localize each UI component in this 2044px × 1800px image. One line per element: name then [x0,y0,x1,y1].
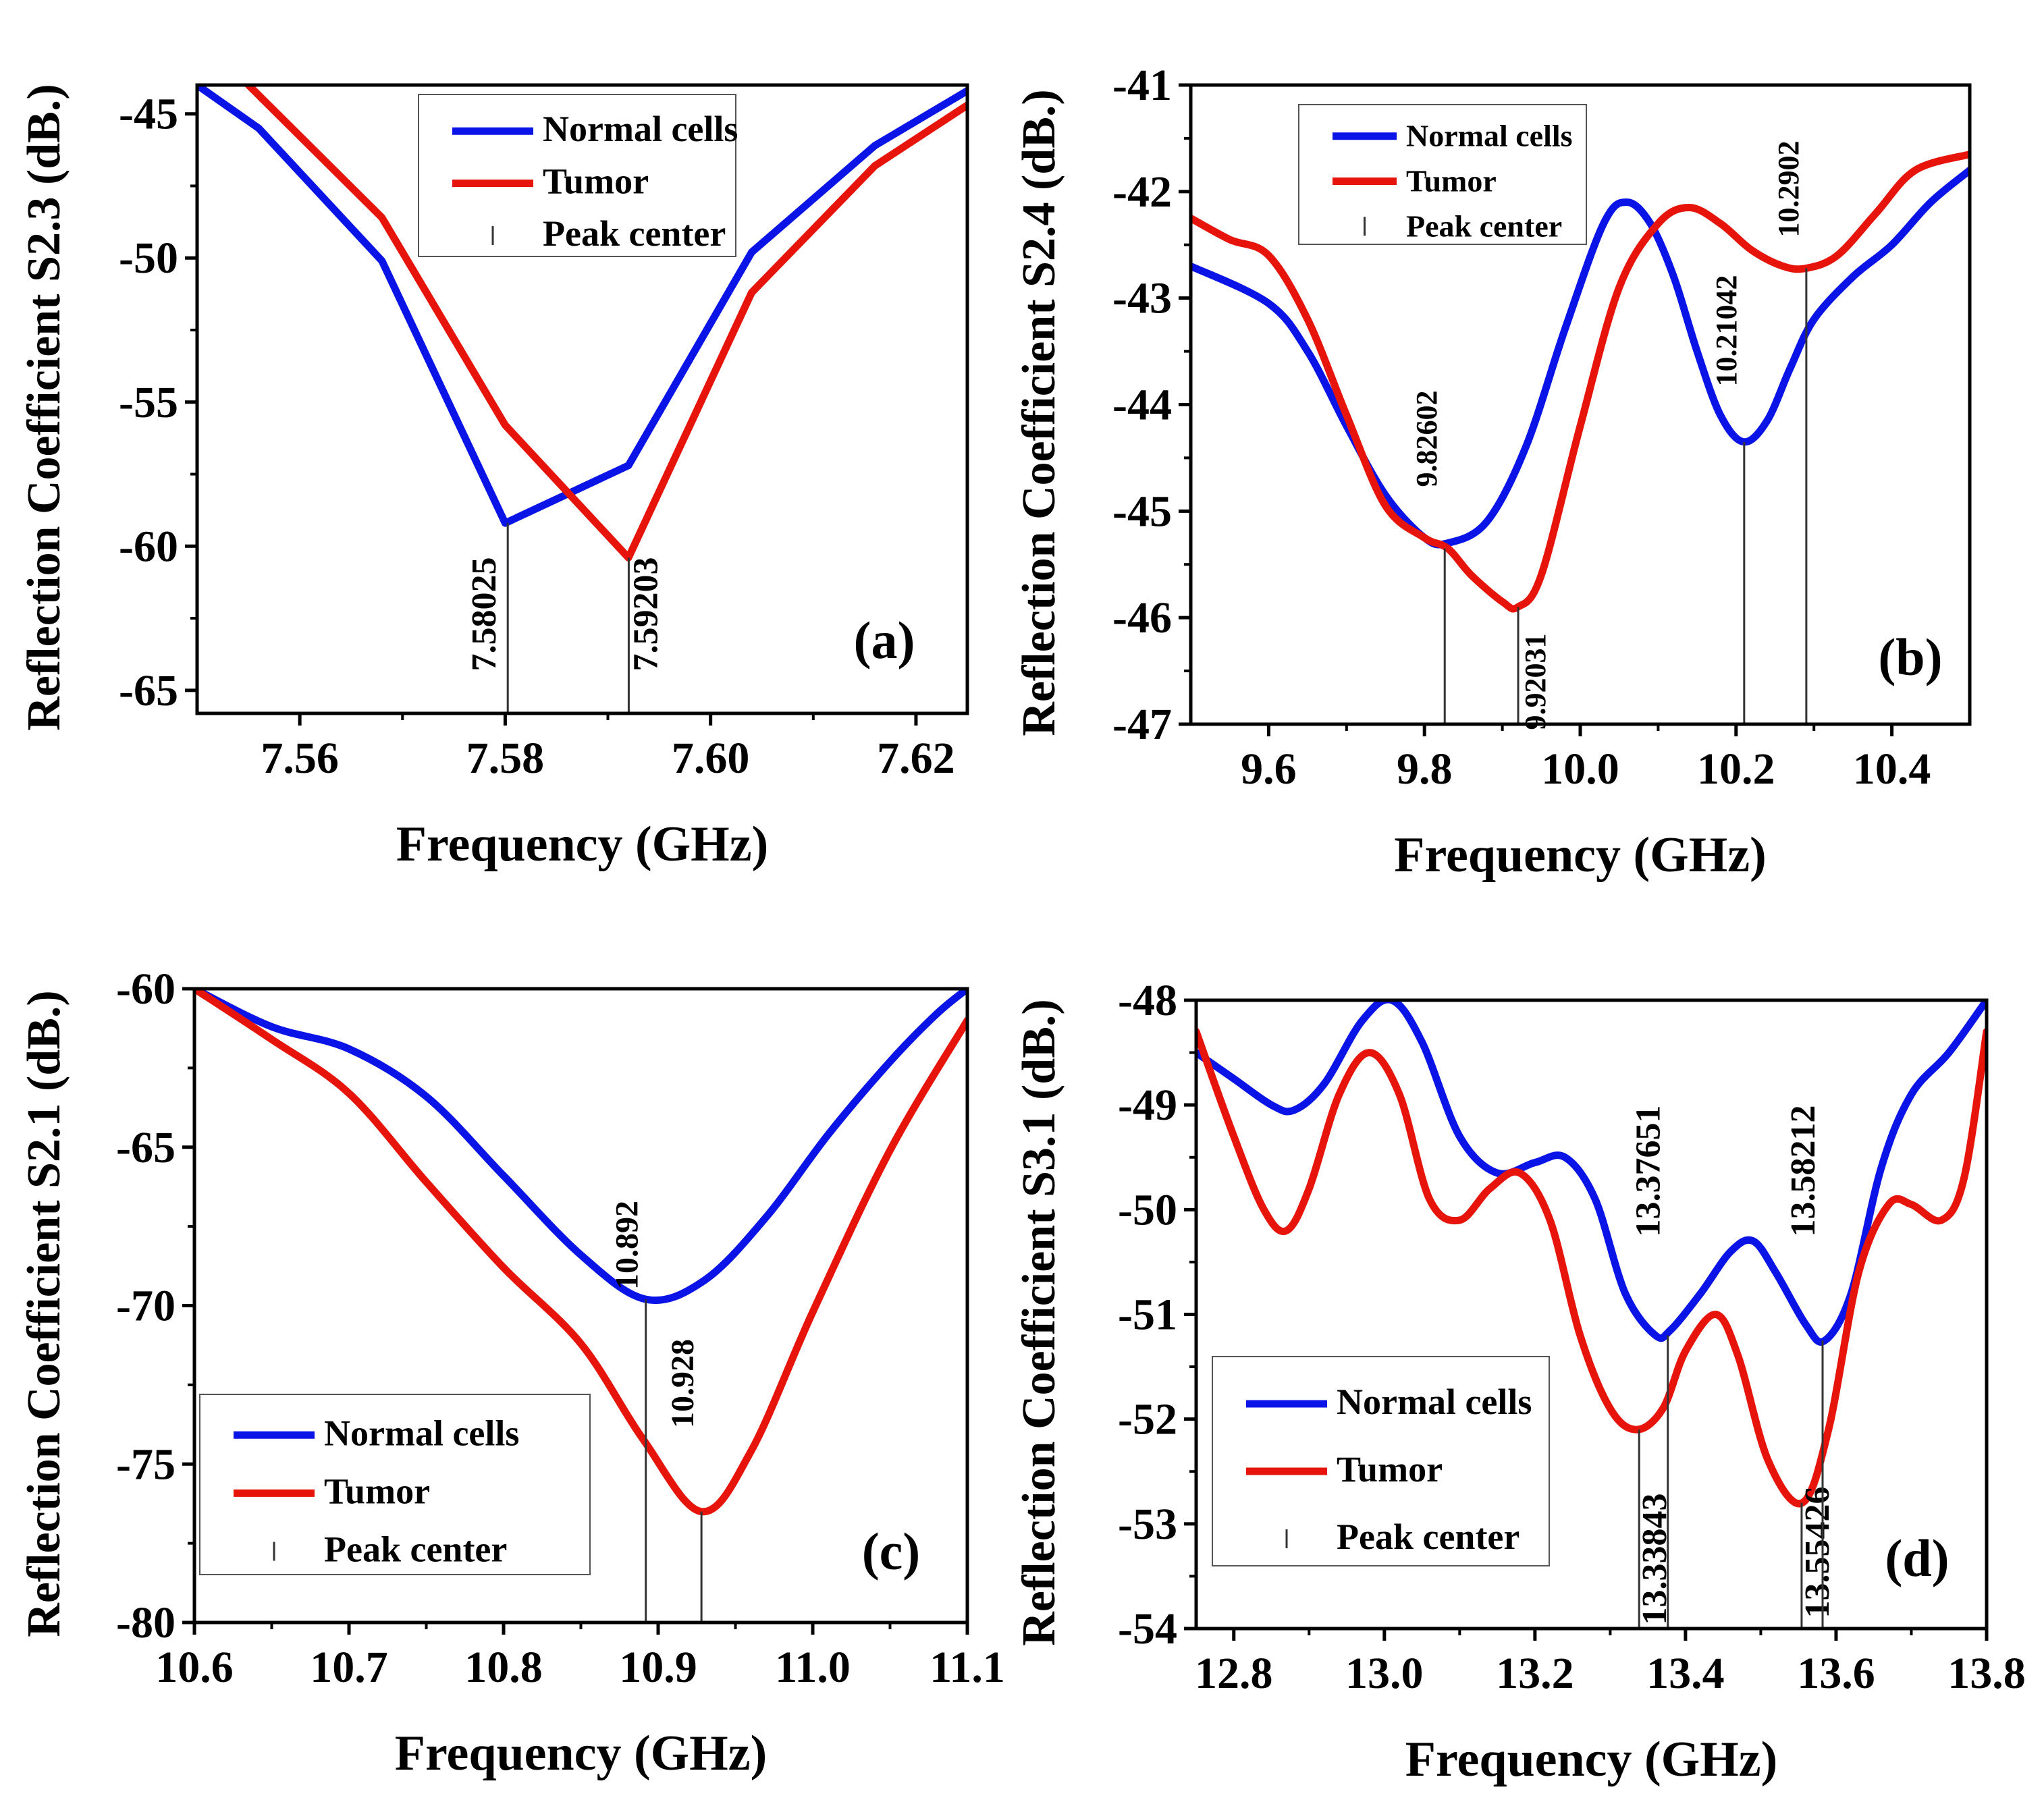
legend-box [1298,104,1587,245]
peak-label: 13.55426 [1798,1487,1837,1618]
x-tick-label: 9.8 [1397,744,1453,794]
x-tick-label: 10.4 [1853,744,1931,794]
legend-entry-label: Normal cells [1337,1382,1532,1422]
x-tick-label: 10.0 [1541,744,1619,794]
x-axis-title: Frequency (GHz) [1405,1732,1777,1787]
legend-entry-label: Peak center [1337,1517,1519,1557]
peak-label: 13.58212 [1784,1106,1823,1237]
legend: Normal cells Tumor Peak center [199,1394,591,1575]
series-line-normal-cells [194,989,967,1305]
peak-label: 10.892 [610,1201,645,1290]
y-tick-label: -43 [1112,274,1172,323]
y-tick-label: -53 [1118,1500,1177,1549]
legend-entry-label: Tumor [543,161,649,202]
x-axis-title: Frequency (GHz) [396,817,768,872]
legend-box [1212,1356,1550,1566]
x-tick-label: 10.7 [310,1643,388,1692]
legend-entry-label: Tumor [324,1471,430,1511]
x-tick-label: 10.8 [464,1643,543,1692]
y-tick-label: -65 [119,666,178,715]
peak-label: 10.2902 [1772,141,1805,238]
peak-label: 13.37651 [1630,1106,1668,1237]
x-tick-label: 10.6 [155,1643,234,1692]
legend: Normal cells Tumor Peak center [418,94,738,257]
panel-label: (b) [1878,628,1942,686]
peak-label: 7.58025 [465,557,504,672]
y-tick-label: -52 [1118,1395,1177,1444]
x-tick-label: 7.60 [672,734,750,783]
y-tick-label: -80 [116,1598,176,1647]
x-tick-label: 13.6 [1797,1649,1875,1698]
x-tick-label: 9.6 [1241,744,1297,794]
legend: Normal cells Tumor Peak center [1212,1356,1550,1566]
legend-entry-label: Peak center [543,213,726,254]
x-tick-label: 13.4 [1646,1649,1725,1698]
x-tick-label: 7.62 [877,734,955,783]
x-tick-label: 10.9 [619,1643,697,1692]
y-tick-label: -70 [116,1282,176,1331]
panel-label: (a) [854,611,915,670]
x-tick-label: 11.1 [930,1643,1005,1692]
chart-panel-b: 9.82602 9.92031 10.21042 10.2902 9.6 9.8 10.0 1… [1013,61,1972,883]
x-tick-label: 10.2 [1697,744,1775,794]
y-tick-label: -50 [119,234,178,283]
x-axis-title: Frequency (GHz) [395,1726,767,1781]
legend-box [418,94,736,257]
y-tick-label: -60 [116,964,176,1014]
x-tick-label: 13.0 [1345,1649,1424,1698]
y-tick-label: -45 [1112,487,1172,536]
peak-label: 10.928 [665,1339,701,1428]
x-axis-title: Frequency (GHz) [1394,827,1766,883]
legend-box [199,1394,591,1575]
x-tick-label: 11.0 [775,1643,851,1692]
panel-label: (d) [1885,1529,1949,1587]
y-tick-label: -47 [1112,700,1172,749]
legend-entry-label: Normal cells [324,1413,519,1453]
y-axis-title: Reflection Coefficient S3.1 (dB.) [1013,999,1065,1645]
series-line-tumor [194,989,967,1516]
y-tick-label: -54 [1118,1604,1177,1654]
x-tick-label: 7.58 [466,734,545,783]
y-axis-title: Reflection Coefficient S2.3 (dB.) [18,84,70,730]
legend-entry-label: Peak center [324,1529,507,1570]
legend-entry-label: Normal cells [543,109,738,149]
panel-label: (c) [862,1522,921,1581]
y-axis-title: Reflection Coefficient S2.1 (dB.) [18,990,70,1637]
y-tick-label: -49 [1118,1081,1177,1130]
y-tick-label: -41 [1112,61,1172,110]
legend-entry-label: Tumor [1406,164,1497,198]
y-tick-label: -48 [1118,976,1177,1025]
y-tick-label: -45 [119,90,178,139]
y-tick-label: -65 [116,1123,176,1172]
peak-label: 9.82602 [1410,391,1443,487]
y-tick-label: -50 [1118,1185,1177,1234]
x-tick-label: 13.2 [1496,1649,1574,1698]
peak-label: 7.59203 [626,557,665,672]
peak-label: 9.92031 [1519,634,1552,730]
legend: Normal cells Tumor Peak center [1298,104,1587,245]
y-tick-label: -60 [119,522,178,571]
y-tick-label: -42 [1112,167,1172,217]
y-tick-label: -46 [1112,593,1172,643]
legend-entry-label: Normal cells [1406,119,1573,153]
x-tick-label: 12.8 [1195,1649,1273,1698]
plot-frame [195,83,969,715]
y-tick-label: -44 [1112,381,1172,430]
peak-label: 10.21042 [1710,275,1743,387]
y-tick-label: -55 [119,378,178,427]
legend-entry-label: Tumor [1337,1449,1443,1490]
series-line-tumor [1196,1028,1987,1508]
y-tick-label: -51 [1118,1290,1177,1340]
y-axis-title: Reflection Coefficient S2.4 (dB.) [1013,89,1065,736]
legend-entry-label: Peak center [1406,209,1562,243]
y-tick-label: -75 [116,1440,176,1489]
chart-panel-a: 7.58025 7.59203 7.56 7.58 7.60 7.62 -45 -50 -55 -… [18,83,969,872]
x-tick-label: 13.8 [1947,1649,2026,1698]
chart-panel-c: 10.892 10.928 10.6 10.7 10.8 10.9 11.0 11.1 -60 -… [18,964,1005,1781]
x-tick-label: 7.56 [261,734,339,783]
